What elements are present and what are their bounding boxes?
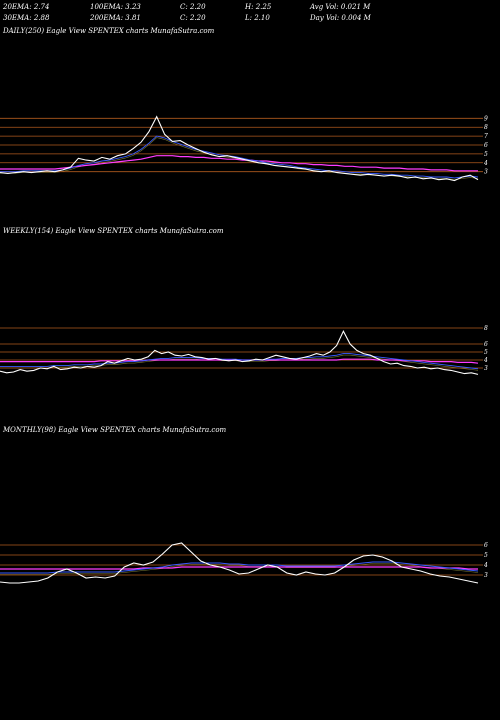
price-line (0, 329, 479, 375)
y-tick-label: 7 (484, 133, 488, 140)
close-label-2: C: 2.20 (180, 14, 206, 22)
ema200-label: 200EMA: 3.81 (90, 14, 141, 22)
ema-line-blue (0, 353, 479, 370)
ema-line-blue (0, 561, 479, 574)
y-tick-label: 4 (483, 160, 488, 167)
ema-line-blue (0, 135, 479, 179)
y-tick-label: 6 (484, 341, 488, 348)
monthly-panel-label: MONTHLY(98) Eagle View SPENTEX charts Mu… (3, 426, 227, 434)
ema20-label: 20EMA: 2.74 (3, 3, 50, 11)
ema-line-magenta (0, 566, 478, 570)
avg-vol-label: Avg Vol: 0.021 M (310, 3, 371, 11)
ema30-label: 30EMA: 2.88 (3, 14, 50, 22)
y-tick-label: 8 (484, 124, 488, 131)
y-tick-label: 3 (484, 169, 488, 176)
y-tick-label: 6 (484, 142, 488, 149)
y-tick-label: 3 (484, 572, 488, 579)
weekly-panel-label: WEEKLY(154) Eagle View SPENTEX charts Mu… (3, 227, 224, 235)
ema100-label: 100EMA: 3.23 (90, 3, 141, 11)
y-tick-label: 8 (484, 325, 488, 332)
y-tick-label: 5 (484, 349, 488, 356)
close-label: C: 2.20 (180, 3, 206, 11)
daily-panel-label: DAILY(250) Eagle View SPENTEX charts Mun… (3, 27, 215, 35)
daily-chart: 9 8 7 6 5 4 3 (0, 115, 488, 182)
high-label: H: 2.25 (245, 3, 272, 11)
y-tick-label: 4 (483, 357, 488, 364)
price-line (0, 542, 479, 584)
ema-line-magenta (0, 155, 478, 172)
y-tick-label: 6 (484, 542, 488, 549)
y-tick-label: 5 (484, 151, 488, 158)
low-label: L: 2.10 (245, 14, 270, 22)
day-vol-label: Day Vol: 0.004 M (310, 14, 371, 22)
ema-line-olive (0, 563, 479, 575)
y-tick-label: 5 (484, 552, 488, 559)
y-tick-label: 9 (484, 115, 488, 122)
monthly-chart: 6 5 4 3 (0, 542, 488, 584)
price-line (0, 115, 479, 182)
y-tick-label: 4 (483, 562, 488, 569)
y-tick-label: 3 (484, 365, 488, 372)
